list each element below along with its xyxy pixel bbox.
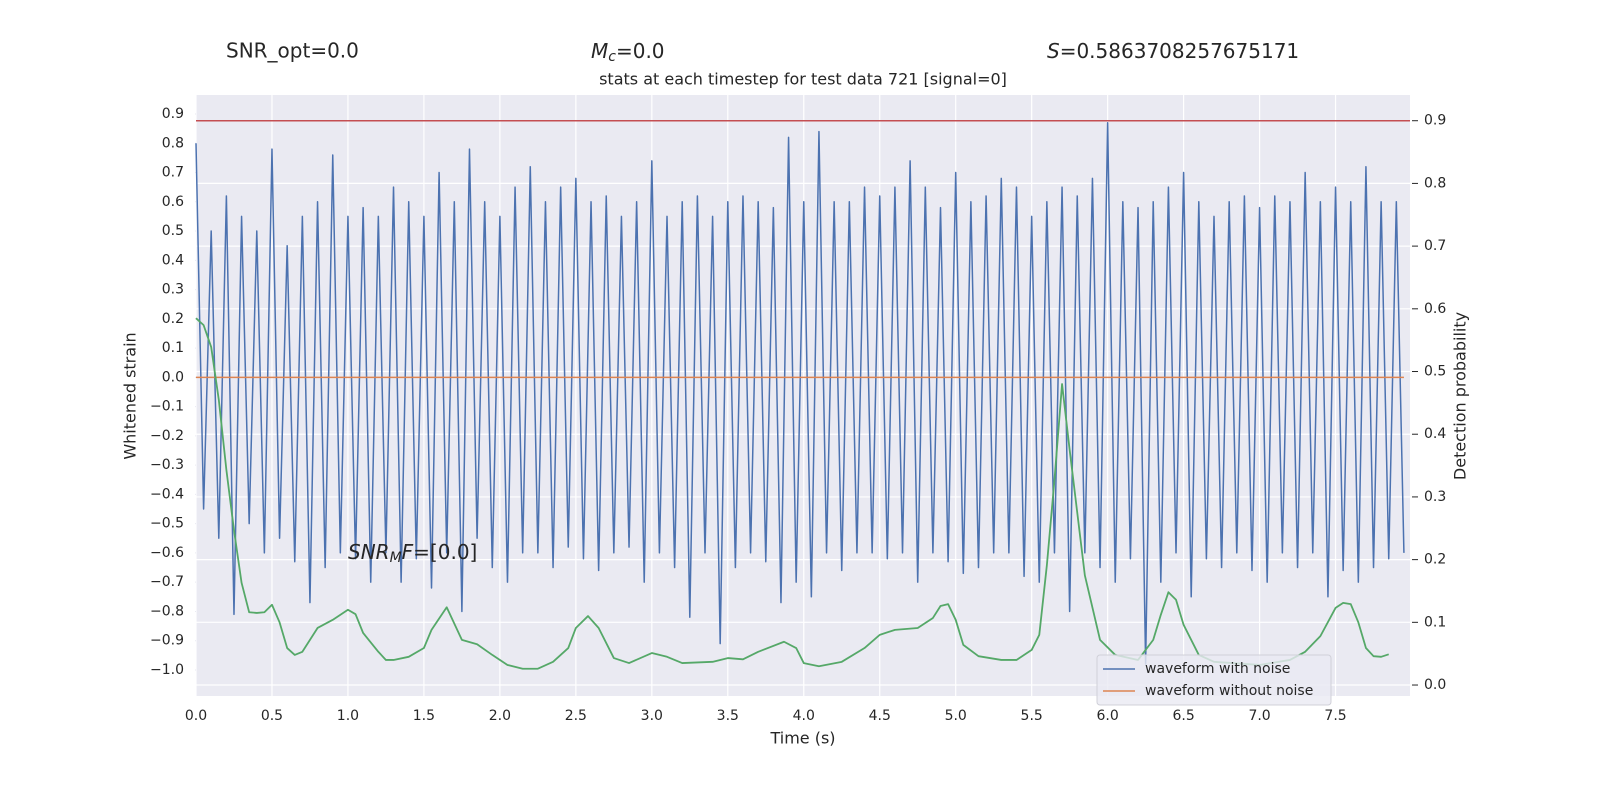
x-tick-label: 5.5 (1021, 708, 1043, 724)
x-tick-label: 0.0 (185, 708, 207, 724)
y2-tick-label: 0.2 (1424, 552, 1446, 568)
y2-tick-label: 0.6 (1424, 301, 1446, 317)
y2-tick-label: 0.9 (1424, 113, 1446, 129)
y2-tick-label: 0.5 (1424, 364, 1446, 380)
y2-tick-label: 0.0 (1424, 677, 1446, 693)
snr-mf-subscript: M (390, 550, 402, 566)
y-tick-label: −0.4 (150, 486, 184, 502)
snr-mf-symbol: SNR (348, 540, 390, 564)
x-tick-label: 4.0 (793, 708, 815, 724)
y-tick-label: 0.4 (162, 252, 184, 268)
y-tick-label: −0.2 (150, 428, 184, 444)
x-tick-label: 4.5 (869, 708, 891, 724)
plot-background (196, 95, 1410, 696)
detection-probability-line (195, 317, 1390, 670)
s-annotation: S=0.5863708257675171 (1047, 39, 1299, 63)
x-tick-label: 3.5 (717, 708, 739, 724)
y-tick-label: −1.0 (150, 662, 184, 678)
x-tick-label: 3.0 (641, 708, 663, 724)
y-tick-label: 0.7 (162, 165, 184, 181)
x-tick-label: 0.5 (261, 708, 283, 724)
chart-title: stats at each timestep for test data 721… (599, 70, 1007, 89)
y-tick-label: 0.3 (162, 282, 184, 298)
x-tick-label: 2.5 (565, 708, 587, 724)
y-tick-label: −0.1 (150, 399, 184, 415)
y-tick-label: −0.5 (150, 516, 184, 532)
y2-tick-label: 0.4 (1424, 426, 1446, 442)
s-symbol: S (1047, 39, 1060, 63)
y-tick-label: 0.1 (162, 340, 184, 356)
legend-label: waveform with noise (1145, 661, 1290, 677)
x-tick-label: 5.0 (945, 708, 967, 724)
x-tick-label: 2.0 (489, 708, 511, 724)
y-tick-label: 0.0 (162, 369, 184, 385)
x-axis-label: Time (s) (769, 729, 835, 748)
x-tick-label: 1.5 (413, 708, 435, 724)
y-tick-label: −0.7 (150, 574, 184, 590)
y2-tick-label: 0.7 (1424, 238, 1446, 254)
y-tick-label: 0.6 (162, 194, 184, 210)
mc-subscript: c (608, 49, 616, 65)
x-tick-label: 7.0 (1248, 708, 1270, 724)
mc-value: =0.0 (616, 39, 665, 63)
y-tick-label: 0.2 (162, 311, 184, 327)
mc-annotation: Mc=0.0 (591, 39, 665, 66)
y2-tick-label: 0.8 (1424, 175, 1446, 191)
snr-mf-annotation: SNRMF=[0.0] (348, 540, 477, 567)
legend-label: waveform without noise (1145, 683, 1313, 699)
y-tick-label: −0.3 (150, 457, 184, 473)
snr-opt-annotation: SNR_opt=0.0 (226, 39, 359, 63)
mc-symbol: M (591, 39, 608, 63)
x-tick-label: 1.0 (337, 708, 359, 724)
y2-tick-label: 0.3 (1424, 489, 1446, 505)
y2-tick-label: 0.1 (1424, 614, 1446, 630)
y-tick-label: −0.6 (150, 545, 184, 561)
y-tick-label: 0.8 (162, 135, 184, 151)
series-line (195, 122, 1405, 665)
snr-mf-symbol-2: F (402, 540, 414, 564)
marks (195, 119, 1410, 670)
s-value: =0.5863708257675171 (1060, 39, 1299, 63)
x-tick-label: 6.5 (1172, 708, 1194, 724)
legend-box (1096, 654, 1332, 706)
snr-mf-value: =[0.0] (413, 540, 477, 564)
legend: waveform with noise waveform without nois… (1096, 654, 1332, 706)
x-tick-label: 7.5 (1324, 708, 1346, 724)
y-tick-label: 0.5 (162, 223, 184, 239)
y-tick-label: −0.8 (150, 603, 184, 619)
y-tick-label: 0.9 (162, 106, 184, 122)
x-tick-label: 6.0 (1097, 708, 1119, 724)
y-axis-label: Whitened strain (121, 332, 140, 459)
y2-axis-label: Detection probability (1451, 312, 1470, 480)
y-tick-label: −0.9 (150, 633, 184, 649)
